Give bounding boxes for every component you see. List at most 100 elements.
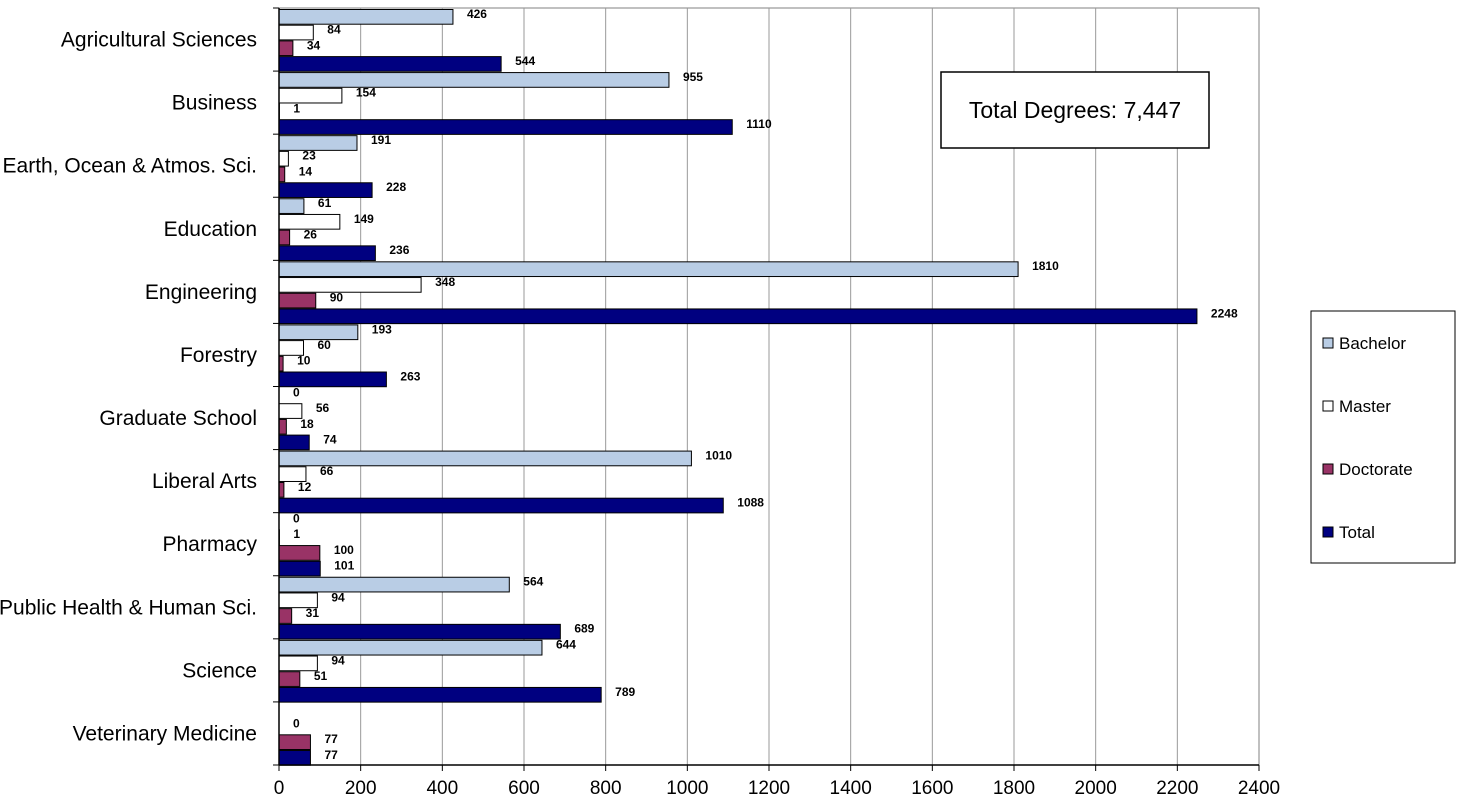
annotation-box (940, 71, 1210, 149)
data-label: 23 (302, 149, 316, 163)
category-label: Pharmacy (162, 533, 257, 556)
x-tick-label: 1000 (666, 778, 708, 799)
x-tick-label: 2000 (1075, 778, 1117, 799)
data-label: 61 (318, 196, 332, 210)
x-tick-label: 800 (590, 778, 622, 799)
category-label: Science (182, 659, 257, 682)
data-label: 94 (331, 653, 345, 667)
category-label: Education (164, 218, 257, 241)
data-label: 10 (297, 354, 311, 368)
legend-swatch-master (1322, 400, 1334, 412)
data-label: 1010 (705, 448, 732, 462)
data-label: 1 (293, 101, 300, 115)
x-tick-label: 400 (426, 778, 458, 799)
data-label: 14 (299, 164, 313, 178)
category-label: Forestry (180, 344, 258, 367)
data-label: 101 (334, 559, 354, 573)
bar-bachelor (278, 261, 1019, 278)
data-label: 1810 (1032, 259, 1059, 273)
data-label: 193 (372, 322, 392, 336)
legend-box (1310, 310, 1456, 564)
bar-total (278, 245, 376, 262)
data-label: 544 (515, 54, 535, 68)
data-label: 955 (683, 70, 703, 84)
annotation: Total Degrees: 7,447 (940, 71, 1210, 149)
x-tick-label: 1800 (993, 778, 1035, 799)
x-tick-label: 600 (508, 778, 540, 799)
bar-doctorate (278, 292, 317, 309)
bar-doctorate (278, 734, 311, 751)
data-label: 74 (323, 432, 337, 446)
bar-doctorate (278, 671, 301, 687)
labels: Agricultural Sciences Business Earth, Ocea… (0, 7, 1238, 762)
bar-master (278, 277, 422, 293)
bar-total (278, 434, 310, 451)
data-label: 94 (331, 590, 345, 604)
bar-bachelor (278, 198, 305, 214)
bar-bachelor (278, 576, 510, 593)
data-label: 100 (334, 543, 354, 557)
category-label: Business (172, 92, 257, 115)
bar-doctorate (278, 40, 294, 57)
data-label: 348 (435, 275, 455, 289)
data-label: 426 (467, 7, 487, 21)
data-label: 1110 (746, 117, 772, 131)
bar-total (278, 686, 602, 703)
data-label: 564 (523, 575, 543, 589)
bars (278, 9, 1198, 766)
bar-doctorate (278, 229, 291, 246)
data-label: 149 (354, 212, 374, 226)
data-label: 2248 (1211, 306, 1238, 320)
bar-master (278, 655, 318, 672)
total-degrees-annotation: Total Degrees: 7,447 (969, 97, 1181, 123)
data-label: 84 (327, 23, 341, 37)
bar-bachelor (278, 135, 358, 151)
legend-label-doctorate: Doctorate (1339, 460, 1413, 479)
bar-total (278, 750, 311, 766)
data-label: 0 (293, 512, 300, 526)
data-label: 12 (298, 480, 312, 494)
data-label: 228 (386, 180, 406, 194)
data-label: 191 (371, 133, 391, 147)
bar-bachelor (278, 450, 692, 467)
data-label: 236 (389, 243, 409, 257)
x-tick-label: 0 (274, 778, 285, 799)
bar-doctorate (278, 608, 293, 624)
category-label: Veterinary Medicine (73, 722, 257, 745)
bar-total (278, 497, 724, 514)
data-label: 77 (324, 748, 338, 762)
category-label: Graduate School (99, 407, 257, 430)
x-tick-label: 2400 (1238, 778, 1280, 799)
data-label: 60 (318, 338, 332, 352)
data-label: 90 (330, 291, 344, 305)
bar-master (278, 87, 343, 104)
category-label: Agricultural Sciences (61, 29, 257, 52)
bar-master (278, 150, 289, 167)
data-label: 263 (400, 369, 420, 383)
legend-label-master: Master (1339, 397, 1391, 416)
data-label: 789 (615, 685, 635, 699)
bar-bachelor (278, 72, 670, 88)
bar-bachelor (278, 639, 543, 656)
category-label: Engineering (145, 281, 257, 304)
legend-label-bachelor: Bachelor (1339, 334, 1406, 353)
legend: Bachelor Master Doctorate Total (1310, 310, 1456, 564)
data-label: 1 (293, 527, 300, 541)
x-tick-label: 1400 (830, 778, 872, 799)
bar-doctorate (278, 166, 286, 183)
data-label: 644 (556, 638, 576, 652)
legend-swatch-bachelor (1322, 337, 1334, 349)
data-label: 689 (574, 622, 594, 636)
legend-swatch-total (1322, 526, 1334, 538)
bar-bachelor (278, 9, 454, 25)
bar-doctorate (278, 418, 287, 435)
bar-total (278, 308, 1198, 325)
category-label: Liberal Arts (152, 470, 257, 493)
data-label: 26 (304, 228, 318, 242)
bar-total (278, 560, 321, 577)
category-label: Public Health & Human Sci. (0, 596, 257, 619)
data-label: 1088 (737, 496, 764, 510)
category-label: Earth, Ocean & Atmos. Sci. (3, 155, 257, 178)
bar-total (278, 623, 561, 640)
